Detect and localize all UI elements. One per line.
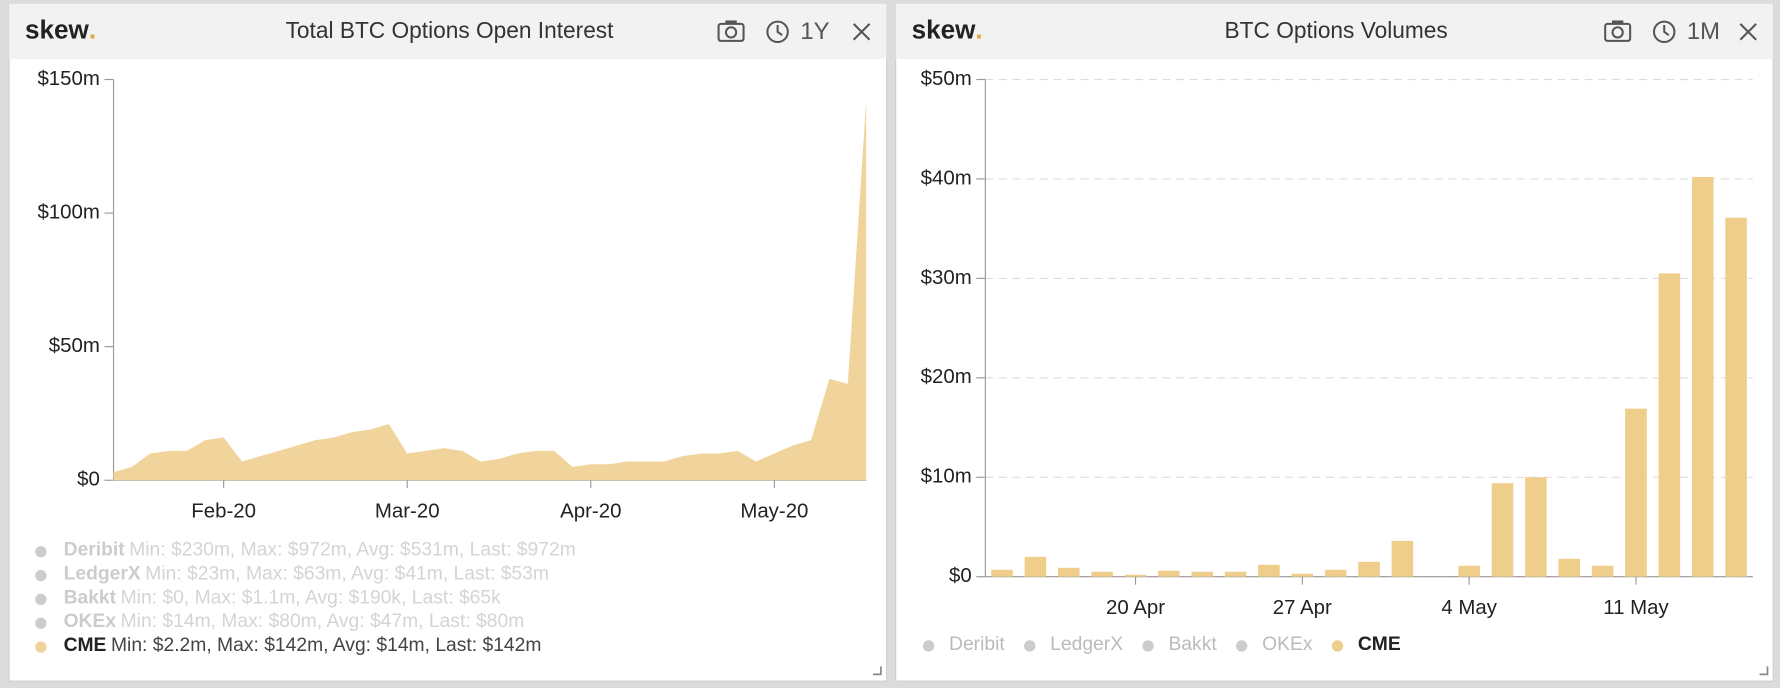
- camera-lens: [1611, 26, 1624, 39]
- bar: [1057, 567, 1080, 577]
- panel-title: Total BTC Options Open Interest: [286, 17, 615, 43]
- panel-bg: [8, 2, 888, 682]
- y-tick-label: $100m: [37, 201, 99, 223]
- legend-name[interactable]: LedgerX: [64, 564, 141, 585]
- legend-dot[interactable]: [1024, 640, 1036, 652]
- x-tick-label: 4 May: [1441, 597, 1497, 619]
- x-tick-label: 11 May: [1603, 597, 1669, 619]
- x-tick-label: 20 Apr: [1106, 597, 1165, 619]
- bar: [1458, 565, 1480, 577]
- panel: skew. Total BTC Options Open Interest 1Y $0…: [8, 2, 888, 682]
- legend-dot[interactable]: [35, 641, 47, 653]
- close-button[interactable]: [1739, 23, 1757, 41]
- legend-stats: Min: $230m, Max: $972m, Avg: $531m, Last…: [129, 540, 576, 561]
- panel-header: [895, 3, 1774, 60]
- y-tick-label: $50m: [49, 335, 100, 357]
- legend-dot[interactable]: [1236, 640, 1248, 652]
- y-tick-label: $150m: [37, 68, 99, 90]
- resize-handle: [872, 666, 882, 676]
- bar: [1258, 564, 1280, 577]
- x-tick-label: May-20: [740, 500, 808, 522]
- clock-hands: [1663, 25, 1670, 37]
- brand-mark: .: [89, 15, 96, 45]
- legend-dot[interactable]: [1142, 640, 1154, 652]
- legend-name[interactable]: OKEx: [1262, 634, 1313, 655]
- bar: [1291, 573, 1314, 577]
- legend-dot[interactable]: [1331, 640, 1344, 652]
- bar: [1324, 569, 1347, 577]
- legend-dot[interactable]: [35, 593, 47, 606]
- legend-name[interactable]: CME: [64, 635, 107, 656]
- panel: skew. BTC Options Volumes 1M $0 $10m $20m $30m…: [895, 2, 1774, 682]
- y-tick-label: $40m: [921, 167, 972, 189]
- legend-dot[interactable]: [922, 640, 935, 652]
- bar: [1625, 408, 1647, 577]
- bar: [1525, 477, 1547, 577]
- clock-icon[interactable]: [1652, 20, 1676, 44]
- legend-name[interactable]: Deribit: [949, 634, 1005, 655]
- panel-bg: [895, 2, 1774, 682]
- camera-top: [725, 20, 737, 24]
- panel-title: BTC Options Volumes: [1225, 17, 1448, 43]
- bar: [1191, 571, 1214, 577]
- range-button[interactable]: 1Y: [800, 18, 829, 45]
- legend-stats: Min: $14m, Max: $80m, Avg: $47m, Last: $…: [121, 611, 525, 632]
- bar: [991, 569, 1013, 577]
- legend-stats: Min: $2.2m, Max: $142m, Avg: $14m, Last:…: [111, 635, 541, 656]
- y-tick-label: $0: [77, 469, 100, 491]
- legend-stats: Min: $0, Max: $1.1m, Avg: $190k, Last: $…: [121, 587, 501, 608]
- range-button[interactable]: 1M: [1687, 18, 1720, 45]
- bar: [1558, 558, 1581, 577]
- bar: [1491, 483, 1514, 577]
- bar: [1591, 565, 1614, 577]
- legend-name[interactable]: Deribit: [64, 540, 126, 561]
- legend-dot[interactable]: [35, 617, 47, 629]
- bar: [1658, 273, 1681, 577]
- bar: [1124, 574, 1147, 577]
- brand-mark: .: [975, 15, 982, 45]
- legend-dot[interactable]: [35, 569, 47, 582]
- close-button[interactable]: [852, 23, 871, 41]
- brand: skew: [912, 15, 977, 45]
- panel-header: [9, 3, 887, 60]
- bar: [1024, 556, 1047, 577]
- bar: [1358, 561, 1380, 577]
- legend-name[interactable]: OKEx: [64, 611, 117, 632]
- bar: [1391, 540, 1414, 577]
- x-tick-label: Feb-20: [191, 500, 256, 522]
- legend-name[interactable]: Bakkt: [1168, 634, 1217, 655]
- bar: [1224, 571, 1247, 577]
- legend-name[interactable]: Bakkt: [64, 587, 117, 608]
- y-tick-label: $20m: [921, 366, 972, 388]
- legend-stats: Min: $23m, Max: $63m, Avg: $41m, Last: $…: [145, 564, 549, 585]
- bar: [1091, 571, 1113, 577]
- camera-lens: [724, 26, 738, 39]
- legend-dot[interactable]: [35, 546, 47, 558]
- bar: [1691, 176, 1714, 577]
- brand: skew: [25, 15, 90, 45]
- x-tick-label: Apr-20: [560, 500, 621, 522]
- x-tick-label: Mar-20: [375, 500, 440, 522]
- camera-top: [1611, 20, 1624, 24]
- clock-hands: [776, 25, 783, 37]
- resize-handle: [1759, 666, 1769, 676]
- y-tick-label: $30m: [921, 267, 972, 289]
- bar: [1725, 217, 1747, 577]
- x-tick-label: 27 Apr: [1273, 597, 1332, 619]
- legend-name[interactable]: LedgerX: [1050, 634, 1123, 655]
- y-tick-label: $0: [949, 565, 972, 587]
- clock-icon[interactable]: [766, 20, 789, 44]
- bar: [1158, 570, 1180, 577]
- y-tick-label: $50m: [921, 68, 972, 90]
- legend-name[interactable]: CME: [1358, 634, 1401, 655]
- y-tick-label: $10m: [921, 466, 972, 488]
